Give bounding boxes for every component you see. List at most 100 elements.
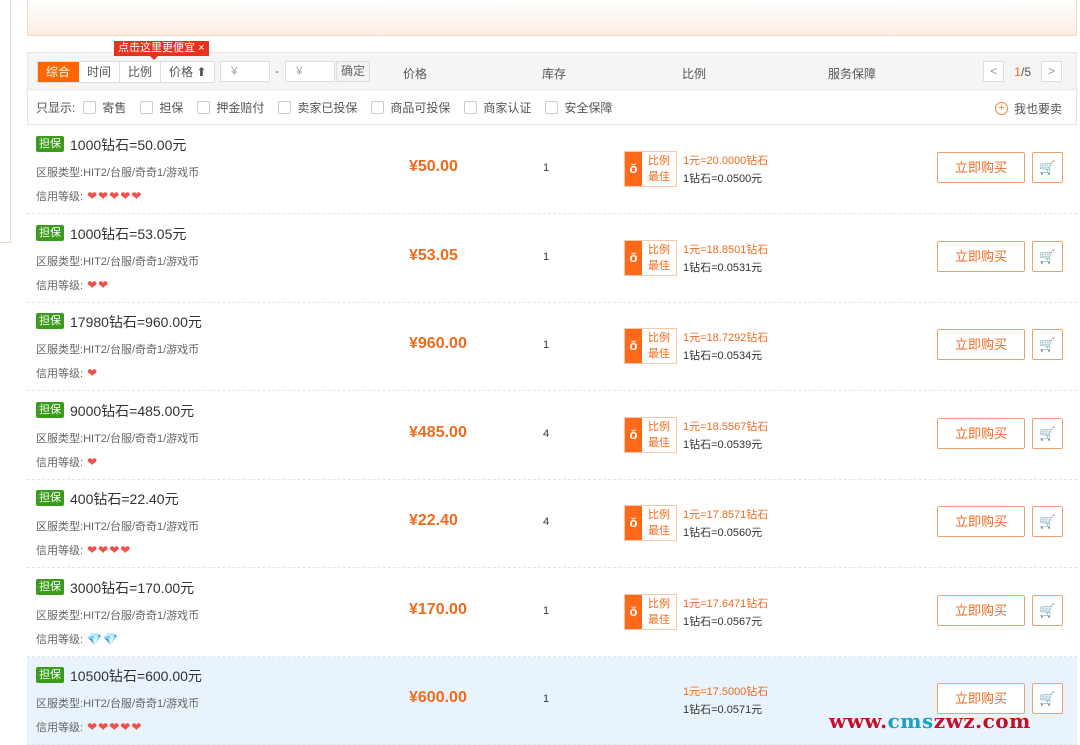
- sort-price[interactable]: 价格 ⬆: [169, 65, 207, 79]
- best-ratio-badge: ŏ 比例 最佳: [624, 151, 677, 187]
- ratio-diamond: 1钻石=0.0571元: [683, 704, 763, 716]
- col-ratio: 比例: [682, 67, 707, 81]
- server-value: HIT2/台服/奇奇1/游戏币: [83, 521, 200, 533]
- best-ratio-badge: ŏ 比例最佳: [624, 328, 677, 364]
- credit-label: 信用等级:: [36, 456, 84, 469]
- listing-title[interactable]: 3000钻石=170.00元: [70, 579, 195, 596]
- sort-overall[interactable]: 综合: [38, 62, 80, 82]
- best-line2: 最佳: [648, 348, 670, 360]
- sort-time[interactable]: 时间: [79, 62, 121, 82]
- pager: < 1/5 >: [983, 61, 1062, 82]
- checkbox[interactable]: [278, 100, 292, 114]
- cart-icon[interactable]: 🛒: [1032, 506, 1063, 537]
- best-line1: 比例: [648, 509, 670, 521]
- credit-label: 信用等级:: [36, 722, 84, 734]
- listing-title[interactable]: 1000钻石=53.05元: [70, 225, 187, 242]
- price: ¥22.40: [409, 512, 458, 529]
- server-info: 区服类型:HIT2/台服/奇奇1/游戏币: [36, 607, 199, 623]
- cart-icon[interactable]: 🛒: [1032, 152, 1063, 183]
- buy-now-button[interactable]: 立即购买: [937, 240, 1025, 272]
- guarantee-badge: 担保: [36, 136, 64, 152]
- price-max-input[interactable]: ¥: [285, 61, 335, 82]
- filter-option[interactable]: 卖家已投保: [278, 99, 357, 116]
- filter-option[interactable]: 押金赔付: [197, 99, 264, 116]
- guarantee-badge: 担保: [36, 224, 64, 241]
- buy-now-button[interactable]: 立即购买: [937, 329, 1025, 360]
- sort-ratio[interactable]: 比例: [120, 62, 162, 82]
- heart-icon: ❤: [87, 366, 98, 380]
- ratio-tooltip: 点击这里更便宜 ×: [114, 41, 209, 60]
- price: ¥960.00: [409, 335, 467, 352]
- checkbox[interactable]: [545, 100, 559, 114]
- heart-icon: ❤: [109, 720, 120, 734]
- cart-icon[interactable]: 🛒: [1032, 683, 1063, 714]
- ratio-yuan: 1元=18.8501钻石: [683, 243, 769, 256]
- col-price: 价格: [403, 67, 428, 81]
- listing-row: 担保 17980钻石=960.00元 区服类型:HIT2/台服/奇奇1/游戏币 …: [27, 303, 1077, 391]
- best-ratio-badge: ŏ 比例 最佳: [624, 416, 677, 453]
- best-line1: 比例: [648, 332, 670, 344]
- filter-option[interactable]: 商品可投保: [371, 99, 450, 116]
- filter-option-label: 商家认证: [483, 100, 532, 115]
- heart-icon: ❤: [87, 720, 98, 734]
- listing-row: 担保 1000钻石=50.00元 区服类型:HIT2/台服/奇奇1/游戏币 信用…: [27, 126, 1077, 214]
- cart-icon[interactable]: 🛒: [1032, 329, 1063, 360]
- ratio-info: 1元=17.5000钻石 1钻石=0.0571元: [683, 683, 768, 719]
- price: ¥53.05: [409, 246, 458, 264]
- range-dash: -: [275, 64, 279, 78]
- listing-title[interactable]: 17980钻石=960.00元: [70, 314, 202, 330]
- checkbox[interactable]: [140, 100, 154, 114]
- checkbox[interactable]: [197, 100, 211, 114]
- credit-level: 信用等级: ❤ ❤ ❤ ❤ ❤: [36, 188, 142, 204]
- buy-now-button[interactable]: 立即购买: [937, 417, 1025, 449]
- prev-page-button[interactable]: <: [983, 61, 1005, 82]
- filter-option[interactable]: 安全保障: [545, 99, 612, 116]
- server-label: 区服类型:: [36, 698, 84, 710]
- cart-icon[interactable]: 🛒: [1032, 594, 1063, 626]
- heart-icon: ❤: [131, 189, 142, 203]
- checkbox[interactable]: [371, 100, 385, 114]
- ratio-diamond: 1钻石=0.0531元: [683, 261, 763, 274]
- buy-now-button[interactable]: 立即购买: [937, 506, 1025, 537]
- sell-button[interactable]: + 我也要卖: [994, 100, 1062, 117]
- checkbox[interactable]: [464, 100, 478, 114]
- listing-title[interactable]: 1000钻石=50.00元: [70, 137, 187, 153]
- close-icon[interactable]: ×: [198, 42, 205, 54]
- cart-icon[interactable]: 🛒: [1032, 240, 1063, 272]
- medal-icon: ŏ: [625, 240, 642, 275]
- confirm-button[interactable]: 确定: [336, 61, 370, 82]
- ratio-yuan: 1元=18.5567钻石: [683, 420, 769, 433]
- price-min-input[interactable]: ¥: [220, 61, 270, 82]
- server-value: HIT2/台服/奇奇1/游戏币: [83, 609, 200, 622]
- checkbox[interactable]: [83, 100, 97, 114]
- medal-icon: ŏ: [625, 329, 642, 363]
- listing-row: 担保 9000钻石=485.00元 区服类型:HIT2/台服/奇奇1/游戏币 信…: [27, 392, 1077, 480]
- next-page-button[interactable]: >: [1041, 61, 1062, 82]
- page-edge: [0, 0, 11, 243]
- plus-icon: +: [994, 102, 1008, 115]
- buy-now-button[interactable]: 立即购买: [937, 152, 1025, 183]
- filter-option[interactable]: 寄售: [83, 99, 126, 116]
- sort-toolbar: 综合 时间 比例 价格 ⬆ 点击这里更便宜 × ¥ - ¥ 确定 价格 库存 比…: [27, 41, 1077, 90]
- heart-icon: ❤: [109, 189, 120, 203]
- heart-icon: ❤: [98, 277, 109, 292]
- listing-row: 担保 1000钻石=53.05元 区服类型:HIT2/台服/奇奇1/游戏币 信用…: [27, 215, 1077, 303]
- filter-option[interactable]: 担保: [140, 99, 183, 116]
- credit-label: 信用等级:: [36, 279, 84, 292]
- listing-title[interactable]: 9000钻石=485.00元: [70, 402, 195, 419]
- server-value: HIT2/台服/奇奇1/游戏币: [83, 698, 200, 710]
- filter-option[interactable]: 商家认证: [464, 99, 531, 116]
- listing-title[interactable]: 10500钻石=600.00元: [70, 668, 202, 684]
- buy-now-button[interactable]: 立即购买: [937, 683, 1025, 714]
- tooltip-text: 点击这里更便宜: [118, 42, 195, 54]
- cart-icon[interactable]: 🛒: [1032, 417, 1063, 449]
- guarantee-badge: 担保: [36, 313, 64, 329]
- buy-now-button[interactable]: 立即购买: [937, 594, 1025, 626]
- stock: 1: [543, 250, 550, 263]
- listing-title[interactable]: 400钻石=22.40元: [70, 491, 179, 507]
- server-info: 区服类型:HIT2/台服/奇奇1/游戏币: [36, 341, 199, 357]
- sort-buttons: 综合 时间 比例 价格 ⬆: [37, 61, 216, 83]
- ratio-yuan: 1元=20.0000钻石: [683, 155, 769, 167]
- credit-level: 信用等级: ❤ ❤: [36, 277, 109, 293]
- listing-row: 担保 400钻石=22.40元 区服类型:HIT2/台服/奇奇1/游戏币 信用等…: [27, 480, 1077, 568]
